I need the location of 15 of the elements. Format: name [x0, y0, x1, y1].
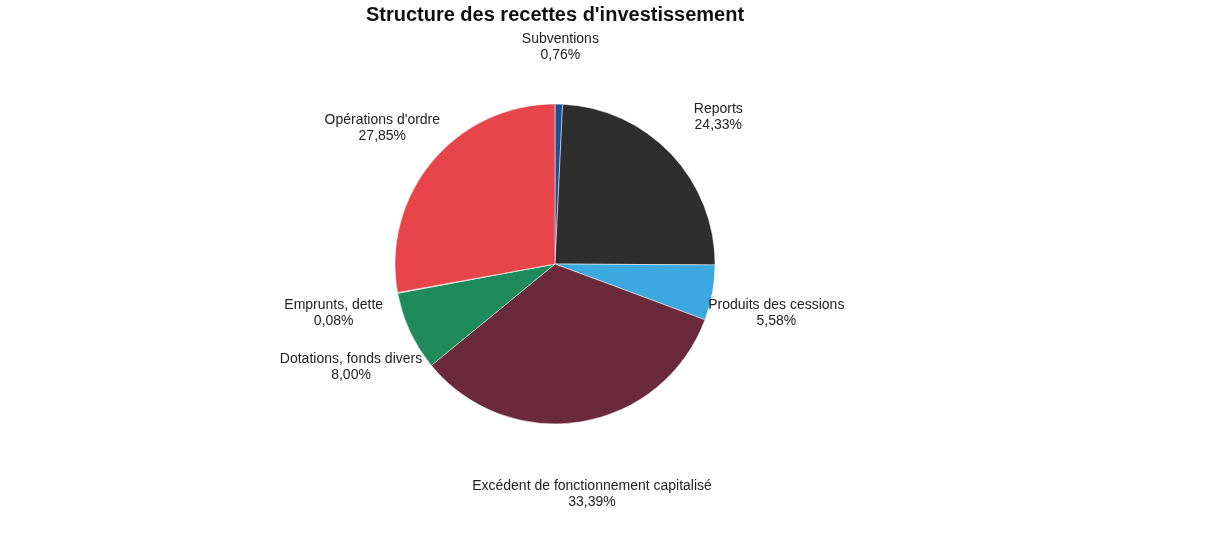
slice-label: Reports — [693, 100, 743, 117]
data-label: 0,76% — [540, 46, 581, 63]
data-label: 8,00% — [331, 365, 371, 382]
slice-label: Subventions — [521, 30, 599, 47]
chart-title: Structure des recettes d'investissement — [365, 3, 745, 25]
slice-label: Opérations d'ordre — [324, 110, 441, 127]
slice-label: Excédent de fonctionnement capitalisé — [472, 476, 713, 493]
data-label: 0,08% — [313, 311, 354, 328]
slice-label: Dotations, fonds divers — [279, 349, 423, 366]
data-label: 27,85% — [358, 126, 407, 143]
slice-label: Emprunts, dette — [284, 295, 384, 312]
data-label: 24,33% — [694, 116, 743, 133]
data-label: 33,39% — [568, 492, 616, 509]
data-label: 5,58% — [756, 311, 797, 328]
slice-label: Produits des cessions — [708, 295, 845, 312]
